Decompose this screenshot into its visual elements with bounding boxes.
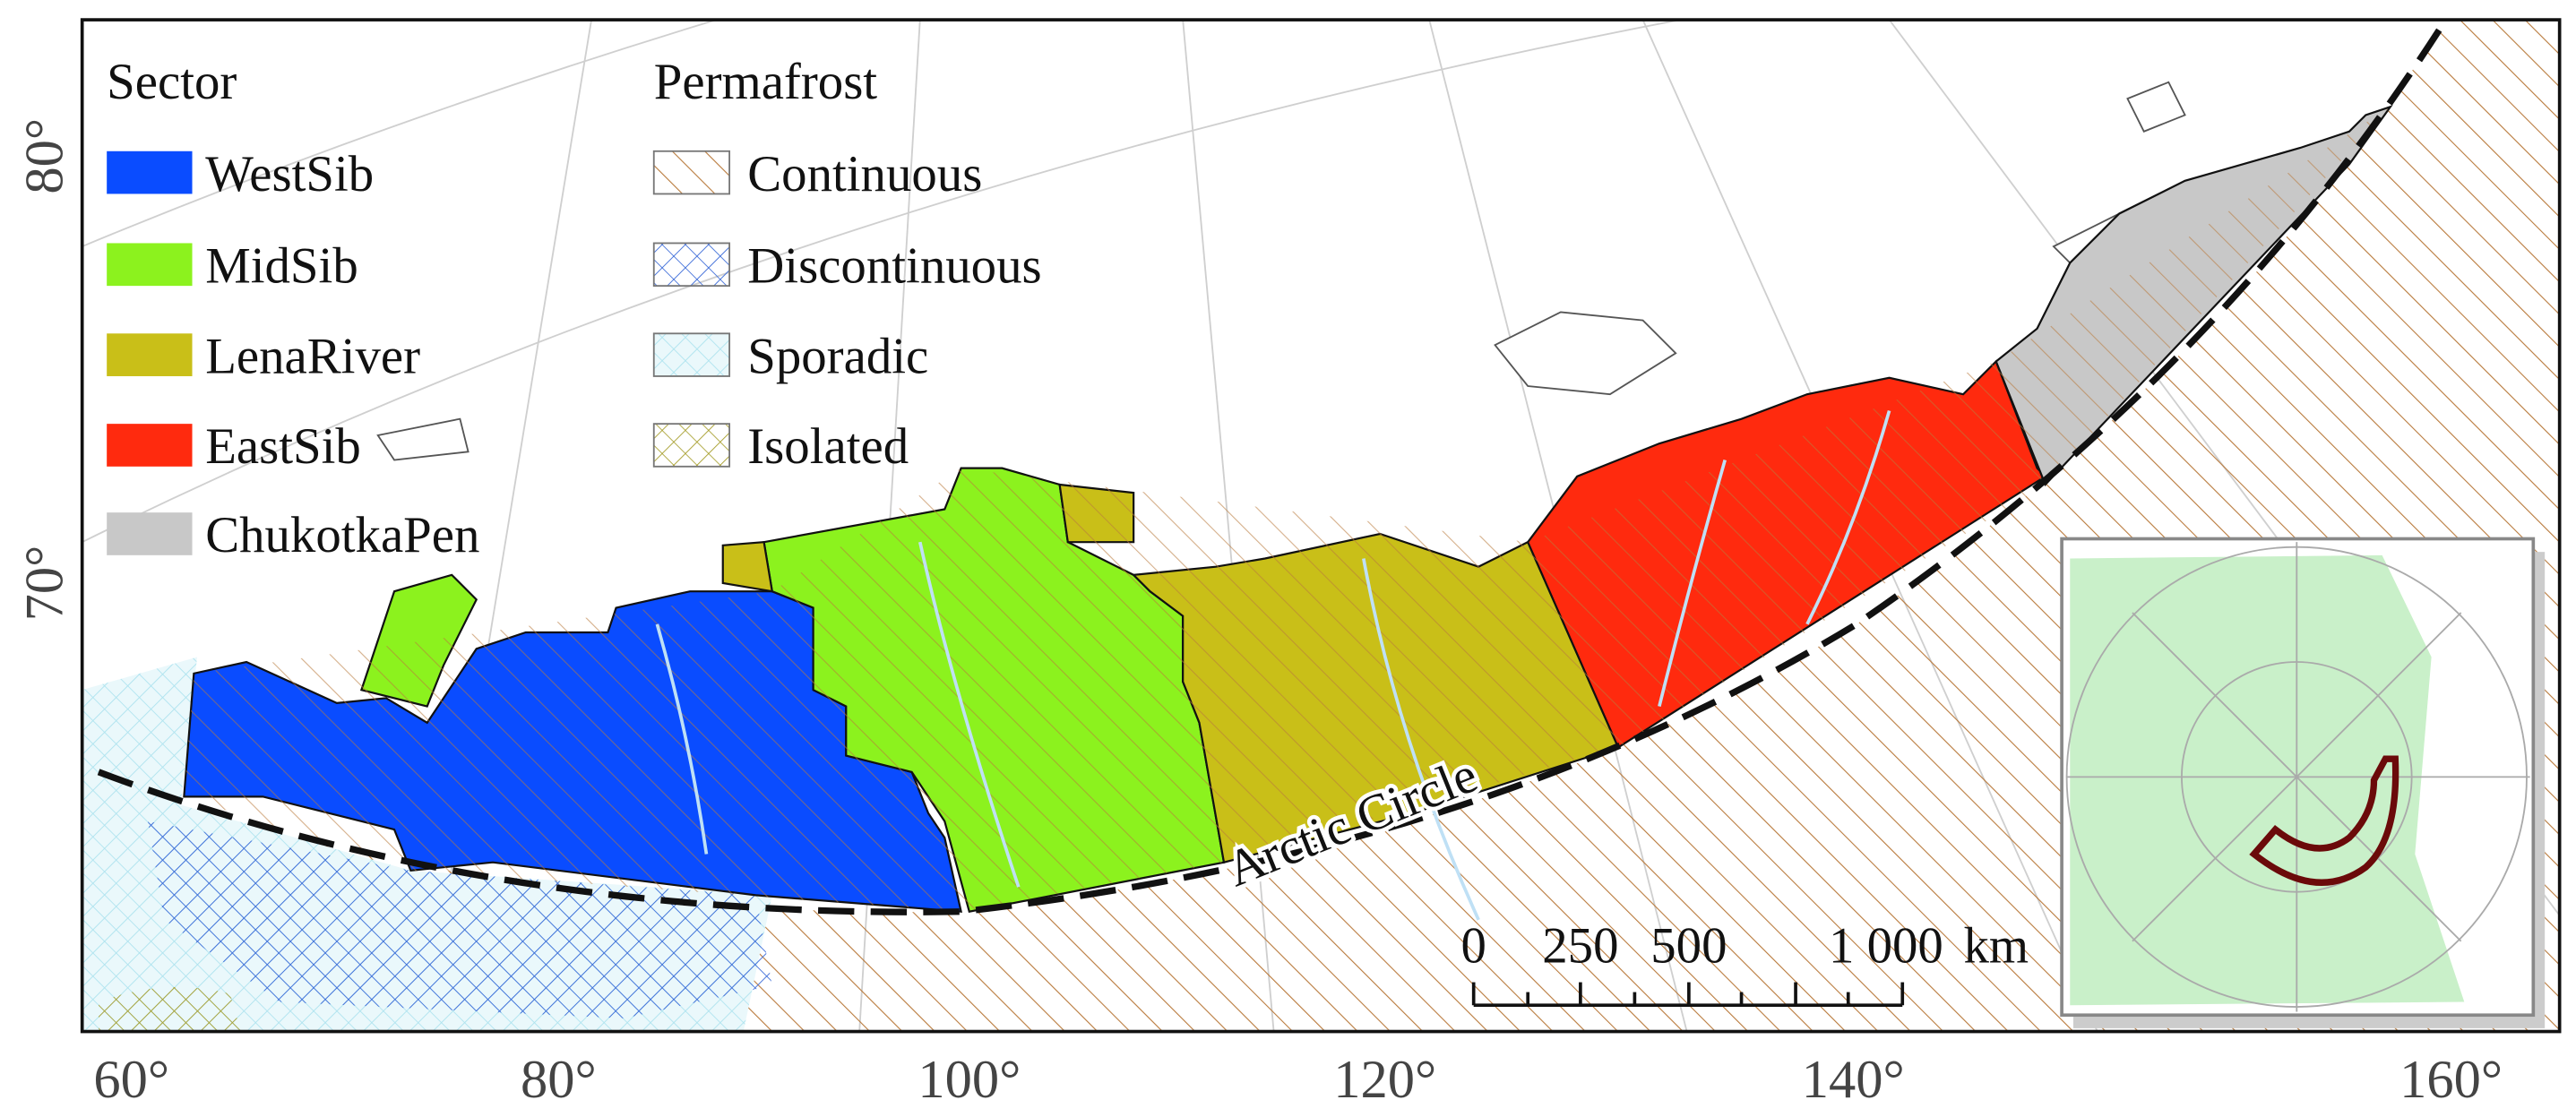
legend-label: EastSib [205,418,361,475]
map-area: Arctic Circle [82,20,2560,1032]
scale-label: 500 [1650,918,1727,975]
legend: Sector Permafrost WestSib MidSib LenaRiver… [107,54,1042,563]
inset-study-area [2249,755,2399,886]
legend-swatch [652,242,731,288]
legend-label: Continuous [747,146,982,202]
latitude-label: 70° [15,546,75,622]
inset-map [2060,537,2546,1028]
lenariver-west-patch [721,540,774,593]
scale-bar: 0 250 500 1 000 km [1460,918,2029,1008]
latitude-label: 80° [15,118,75,194]
legend-label: Isolated [747,418,909,475]
legend-swatch [107,424,193,467]
legend-label: Discontinuous [747,237,1041,294]
longitude-label: 140° [1802,1050,1905,1110]
longitude-label: 120° [1333,1050,1436,1110]
legend-label: Sporadic [747,328,928,384]
legend-label: ChukotkaPen [205,507,479,563]
legend-title: Sector [107,54,237,110]
longitude-label: 80° [521,1050,597,1110]
legend-swatch [107,150,193,194]
longitude-label: 100° [918,1050,1021,1110]
legend-title: Permafrost [654,54,878,110]
scale-label: 0 [1460,918,1486,975]
legend-swatch [107,512,193,555]
legend-label: MidSib [205,237,358,294]
axes: 60° 80° 100° 120° 140° 160° 70° 80° [15,118,2503,1110]
inset-graticule [2065,542,2530,1012]
rivers [655,409,1891,921]
legend-label: WestSib [205,146,374,202]
legend-label: LenaRiver [205,328,420,384]
isolated-zone [99,987,241,1032]
scale-label: km [1963,918,2029,975]
sector-hatch [184,107,2391,912]
continuous-zone [82,20,2560,1032]
legend-swatch [107,333,193,376]
longitude-label: 160° [2399,1050,2503,1110]
legend-swatch [107,243,193,287]
scale-label: 1 000 [1829,918,1943,975]
arctic-circle-line [97,20,2450,915]
scale-label: 250 [1542,918,1618,975]
legend-swatch [652,332,731,377]
discontinuous-zone [148,821,772,1018]
legend-swatch [652,150,731,195]
legend-swatch [652,423,731,468]
map-frame [80,18,2562,1034]
longitude-label: 60° [93,1050,169,1110]
inset-land [2070,554,2465,1006]
